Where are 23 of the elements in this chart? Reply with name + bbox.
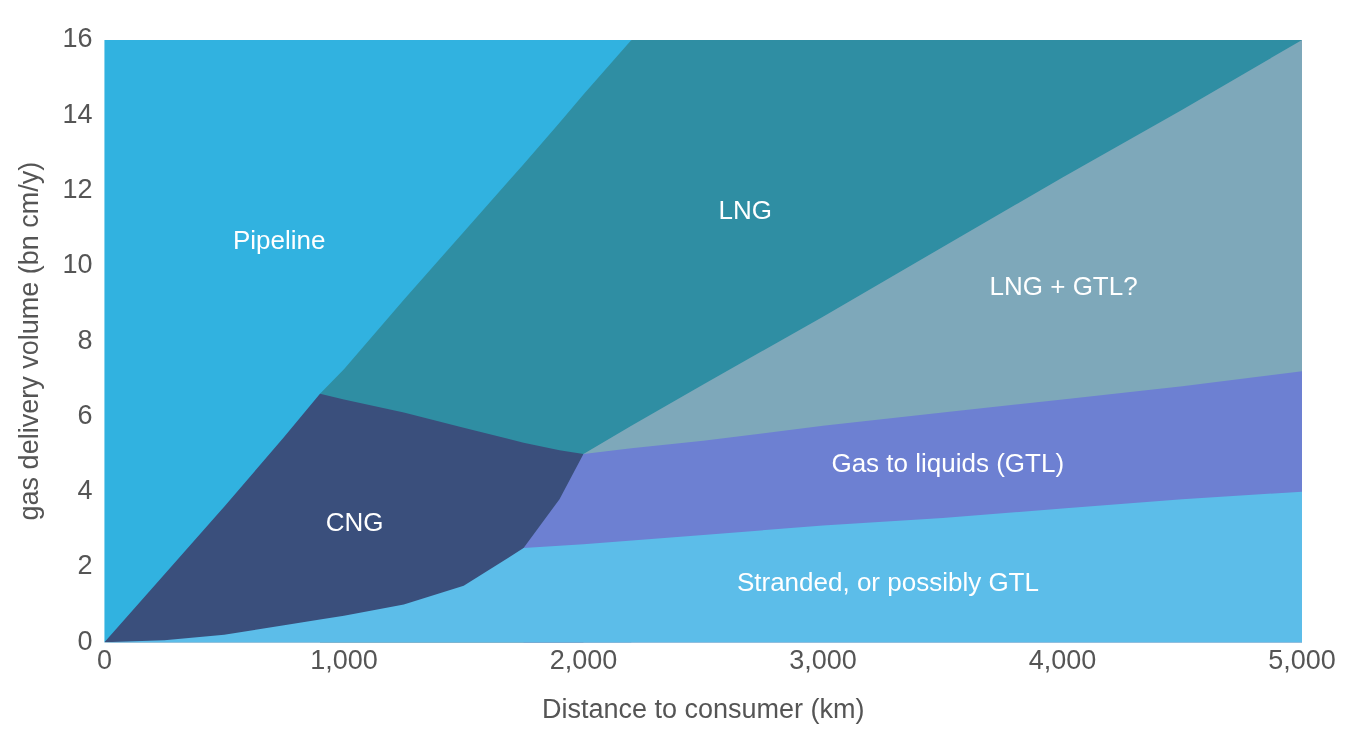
y-tick-label: 4 — [77, 475, 93, 506]
y-tick-label: 2 — [77, 550, 93, 581]
series-label: Gas to liquids (GTL) — [831, 448, 1065, 479]
y-tick-label: 14 — [62, 98, 93, 129]
y-tick-label: 16 — [62, 23, 93, 54]
x-tick-label: 1,000 — [310, 644, 378, 675]
y-axis-title: gas delivery volume (bn cm/y) — [13, 161, 44, 521]
x-tick-label: 4,000 — [1028, 644, 1097, 675]
series-label: Stranded, or possibly GTL — [736, 566, 1039, 597]
series-label: CNG — [325, 506, 384, 537]
y-tick-label: 10 — [62, 249, 93, 280]
x-tick-label: 2,000 — [549, 644, 618, 675]
y-tick-label: 8 — [77, 324, 93, 355]
x-tick-label: 0 — [96, 644, 112, 675]
y-tick-label: 12 — [62, 174, 93, 204]
x-axis-title: Distance to consumer (km) — [541, 694, 865, 725]
y-tick-label: 0 — [77, 625, 93, 656]
x-tick-label: 5,000 — [1268, 644, 1336, 675]
x-tick-label: 3,000 — [789, 644, 857, 675]
series-label: LNG + GTL? — [989, 271, 1138, 302]
y-tick-label: 6 — [77, 399, 93, 430]
series-label: Pipeline — [232, 224, 326, 255]
series-label: LNG — [718, 195, 773, 226]
